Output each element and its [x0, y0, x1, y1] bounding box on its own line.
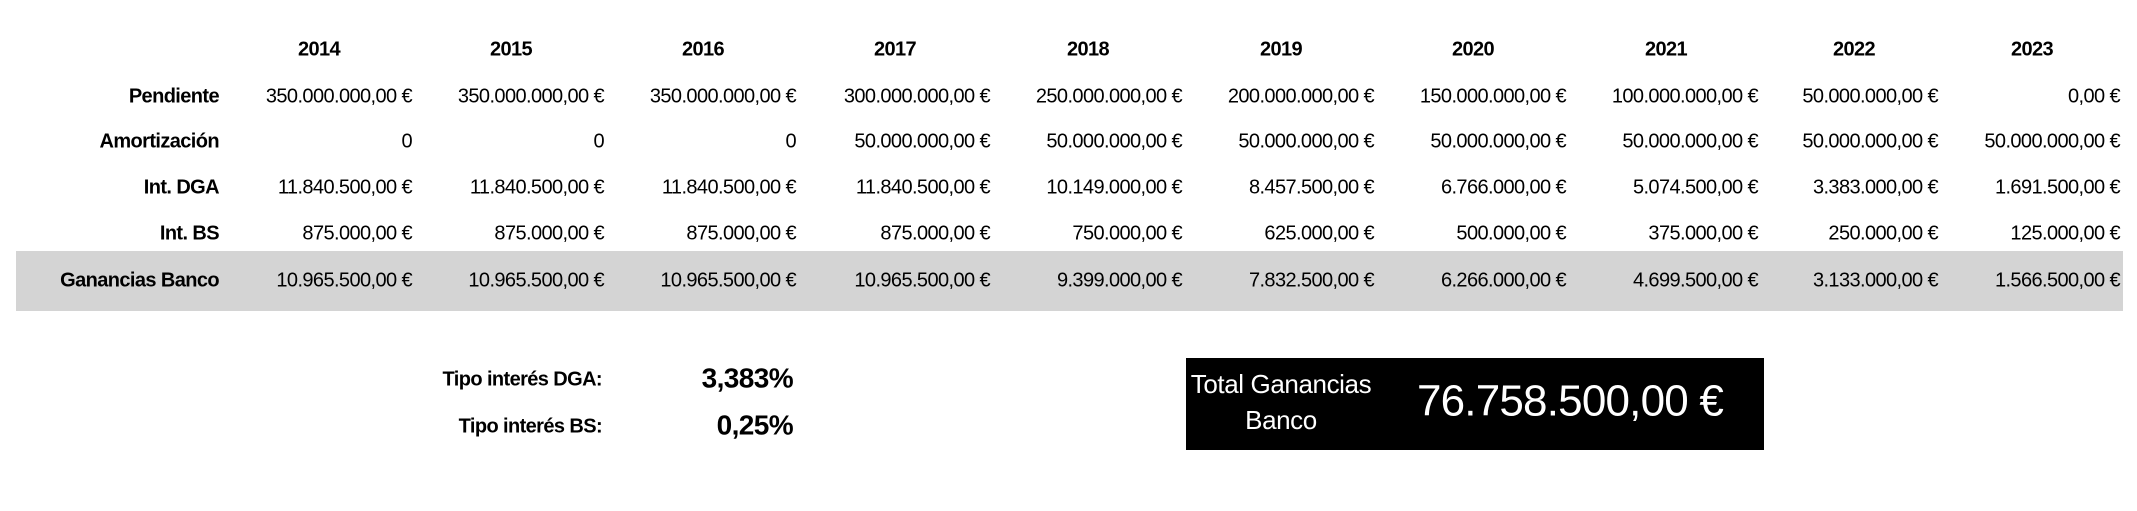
cell: 350.000.000,00 € — [458, 85, 605, 107]
cell: 0 — [785, 130, 796, 152]
rate-value: 3,383% — [702, 362, 794, 393]
cell: 9.399.000,00 € — [1057, 269, 1183, 291]
cell: 10.149.000,00 € — [1046, 176, 1182, 198]
column-header: 2022 — [1833, 38, 1876, 60]
cell: 350.000.000,00 € — [650, 85, 797, 107]
cell: 11.840.500,00 € — [470, 176, 605, 198]
cell: 10.965.500,00 € — [660, 269, 796, 291]
cell: 11.840.500,00 € — [856, 176, 991, 198]
rate-label: Tipo interés BS: — [459, 415, 602, 437]
column-header: 2017 — [874, 38, 917, 60]
cell: 250.000.000,00 € — [1036, 85, 1183, 107]
cell: 875.000,00 € — [686, 222, 796, 244]
cell: 50.000.000,00 € — [1046, 130, 1182, 152]
cell: 5.074.500,00 € — [1633, 176, 1759, 198]
cell: 0 — [593, 130, 604, 152]
rate-label: Tipo interés DGA: — [443, 368, 602, 390]
cell: 10.965.500,00 € — [468, 269, 604, 291]
cell: 50.000.000,00 € — [1984, 130, 2120, 152]
column-header: 2018 — [1067, 38, 1110, 60]
cell: 6.266.000,00 € — [1441, 269, 1567, 291]
total-label: Banco — [1245, 405, 1317, 435]
cell: 625.000,00 € — [1264, 222, 1374, 244]
column-header: 2020 — [1452, 38, 1495, 60]
cell: 0,00 € — [2068, 85, 2120, 107]
column-header: 2015 — [490, 38, 533, 60]
cell: 50.000.000,00 € — [1238, 130, 1374, 152]
cell: 875.000,00 € — [880, 222, 990, 244]
rate-value: 0,25% — [717, 409, 794, 440]
cell: 3.133.000,00 € — [1813, 269, 1939, 291]
total-label: Total Ganancias — [1191, 369, 1372, 399]
total-value: 76.758.500,00 € — [1417, 377, 1723, 426]
cell: 7.832.500,00 € — [1249, 269, 1375, 291]
cell: 4.699.500,00 € — [1633, 269, 1759, 291]
cell: 875.000,00 € — [494, 222, 604, 244]
cell: 11.840.500,00 € — [662, 176, 797, 198]
row-label: Amortización — [100, 130, 219, 152]
cell: 250.000,00 € — [1828, 222, 1938, 244]
cell: 150.000.000,00 € — [1420, 85, 1567, 107]
cell: 750.000,00 € — [1072, 222, 1182, 244]
cell: 875.000,00 € — [302, 222, 412, 244]
cell: 350.000.000,00 € — [266, 85, 413, 107]
row-label: Int. DGA — [144, 176, 219, 198]
row-label: Ganancias Banco — [60, 269, 219, 291]
row-label: Pendiente — [129, 85, 220, 107]
cell: 1.566.500,00 € — [1995, 269, 2121, 291]
cell: 3.383.000,00 € — [1813, 176, 1939, 198]
cell: 6.766.000,00 € — [1441, 176, 1567, 198]
cell: 50.000.000,00 € — [854, 130, 990, 152]
cell: 200.000.000,00 € — [1228, 85, 1375, 107]
column-header: 2023 — [2011, 38, 2054, 60]
column-header: 2016 — [682, 38, 725, 60]
cell: 50.000.000,00 € — [1622, 130, 1758, 152]
cell: 10.965.500,00 € — [276, 269, 412, 291]
column-header: 2019 — [1260, 38, 1303, 60]
cell: 10.965.500,00 € — [854, 269, 990, 291]
cell: 100.000.000,00 € — [1612, 85, 1759, 107]
cell: 1.691.500,00 € — [1995, 176, 2121, 198]
cell: 0 — [401, 130, 412, 152]
column-header: 2014 — [298, 38, 342, 60]
highlight-row — [16, 251, 2123, 311]
cell: 50.000.000,00 € — [1802, 130, 1938, 152]
column-header: 2021 — [1645, 38, 1688, 60]
cell: 500.000,00 € — [1456, 222, 1566, 244]
cell: 375.000,00 € — [1648, 222, 1758, 244]
cell: 11.840.500,00 € — [278, 176, 413, 198]
cell: 50.000.000,00 € — [1802, 85, 1938, 107]
cell: 300.000.000,00 € — [844, 85, 991, 107]
row-label: Int. BS — [160, 222, 219, 244]
cell: 125.000,00 € — [2010, 222, 2120, 244]
cell: 8.457.500,00 € — [1249, 176, 1375, 198]
cell: 50.000.000,00 € — [1430, 130, 1566, 152]
total-box — [1186, 358, 1764, 450]
